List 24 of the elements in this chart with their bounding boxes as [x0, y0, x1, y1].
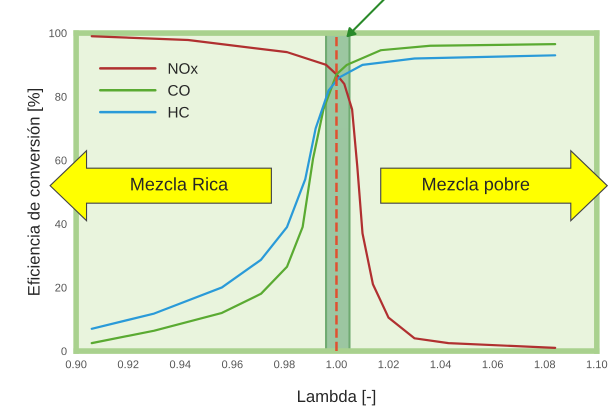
x-tick-label: 0.92: [118, 360, 138, 368]
y-axis-title: Eficiencia de conversión [%]: [27, 89, 44, 295]
y-tick-label: 100: [49, 29, 67, 38]
y-tick-label: 0: [61, 347, 67, 356]
y-tick-label: 20: [55, 284, 67, 292]
x-tick-label: 0.96: [222, 360, 243, 368]
x-tick-label: 1.08: [534, 360, 556, 368]
annotation: Mezcla Rica: [131, 177, 228, 191]
legend-label: HC: [168, 106, 189, 118]
y-tick-label: 80: [55, 92, 67, 101]
legend-label: CO: [168, 84, 190, 96]
x-tick-label: 0.98: [274, 360, 295, 368]
legend-label: NOx: [168, 63, 198, 74]
x-axis-title: Lambda [-]: [298, 390, 376, 406]
x-tick-label: 0.90: [66, 360, 87, 368]
x-tick-label: 1.00: [326, 360, 347, 368]
x-tick-label: 0.94: [170, 360, 191, 368]
x-tick-label: 1.10: [586, 360, 608, 368]
x-tick-label: 1.02: [378, 360, 399, 368]
y-tick-label: 40: [54, 220, 67, 228]
x-tick-label: 1.06: [482, 360, 504, 368]
x-tick-label: 1.04: [430, 360, 452, 368]
annotation: Mezcla pobre: [423, 177, 530, 194]
y-tick-label: 60: [55, 156, 67, 164]
